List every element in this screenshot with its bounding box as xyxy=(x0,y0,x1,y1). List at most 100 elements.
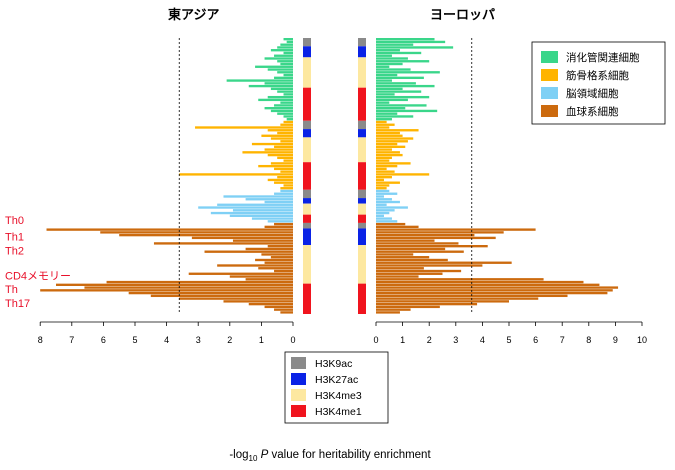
europe-mark-segment xyxy=(358,57,366,88)
east-asia-tick-label: 7 xyxy=(69,335,74,345)
east-asia-x-axis: 8 7 6 5 4 3 2 1 0 xyxy=(38,321,296,345)
europe-bar xyxy=(376,206,408,209)
east-asia-bar xyxy=(274,76,293,79)
europe-bar xyxy=(376,57,408,60)
east-asia-bar xyxy=(255,258,293,262)
east-asia-bar xyxy=(274,222,293,226)
europe-bar xyxy=(376,43,414,46)
cell-type-label: Th xyxy=(5,284,18,296)
east-asia-bar xyxy=(280,62,293,66)
europe-bar xyxy=(376,217,392,220)
east-asia-bar xyxy=(283,115,293,118)
europe-bar xyxy=(376,140,408,143)
mark-legend-swatch xyxy=(291,357,306,369)
east-asia-bar xyxy=(223,195,293,198)
europe-bar xyxy=(376,289,613,292)
europe-title: ヨーロッパ xyxy=(430,8,495,23)
east-asia-bar xyxy=(270,137,293,140)
east-asia-bar xyxy=(150,294,293,298)
europe-bar xyxy=(376,71,440,74)
tissue-legend-swatch xyxy=(541,51,558,63)
east-asia-bar xyxy=(229,275,293,278)
east-asia-bar xyxy=(258,164,293,168)
europe-bar xyxy=(376,142,398,146)
east-asia-bar xyxy=(283,38,293,41)
east-asia-bar xyxy=(179,173,293,176)
east-asia-bar xyxy=(106,280,293,284)
europe-bar xyxy=(376,151,400,154)
east-asia-bar xyxy=(245,247,293,251)
east-asia-bar xyxy=(100,231,294,234)
europe-tick-label: 4 xyxy=(480,335,485,345)
east-asia-mark-segment xyxy=(303,129,311,138)
europe-bar xyxy=(376,148,392,151)
east-asia-bar xyxy=(267,178,293,182)
east-asia-bar xyxy=(286,40,293,44)
europe-bar xyxy=(376,126,390,129)
east-asia-bar xyxy=(283,51,293,55)
europe-bar xyxy=(376,236,496,240)
east-asia-bar xyxy=(277,131,293,135)
europe-tick-label: 9 xyxy=(613,335,618,345)
europe-bar xyxy=(376,101,390,104)
east-asia-bar xyxy=(264,200,293,204)
europe-tick-label: 10 xyxy=(637,335,647,345)
tissue-legend-swatch xyxy=(541,69,558,81)
europe-bar xyxy=(376,278,544,281)
east-asia-tick-label: 8 xyxy=(38,335,43,345)
mark-legend-swatch xyxy=(291,389,306,401)
europe-bar xyxy=(376,272,443,275)
europe-bar xyxy=(376,123,395,126)
europe-bar xyxy=(376,167,387,171)
east-asia-bar xyxy=(267,245,293,248)
east-asia-bar xyxy=(264,107,293,110)
europe-bar xyxy=(376,73,398,77)
east-asia-bar xyxy=(264,57,293,60)
europe-bar xyxy=(376,264,483,267)
europe-bar xyxy=(376,87,403,91)
east-asia-bar xyxy=(283,184,293,187)
east-asia-bar xyxy=(242,151,293,154)
east-asia-bar xyxy=(283,73,293,77)
east-asia-bar xyxy=(255,65,293,68)
europe-mark-segment xyxy=(358,162,366,190)
east-asia-bar xyxy=(283,159,293,162)
mark-legend-label: H3K4me3 xyxy=(315,390,362,402)
east-asia-bar xyxy=(217,203,293,206)
east-asia-bar xyxy=(280,101,293,104)
europe-bar xyxy=(376,245,488,248)
europe-bar xyxy=(376,131,400,135)
east-asia-bar xyxy=(274,104,293,107)
europe-bar xyxy=(376,211,390,215)
europe-bar xyxy=(376,286,619,289)
europe-bar xyxy=(376,209,395,212)
europe-bar xyxy=(376,178,384,182)
europe-bar xyxy=(376,189,390,193)
east-asia-bar xyxy=(277,46,293,49)
east-asia-bar xyxy=(274,269,293,273)
east-asia-mark-segment xyxy=(303,46,311,58)
east-asia-bar xyxy=(248,302,293,306)
europe-mark-segment xyxy=(358,214,366,223)
east-asia-bar xyxy=(274,192,293,195)
europe-bar xyxy=(376,40,446,44)
east-asia-bar xyxy=(283,93,293,96)
europe-bar xyxy=(376,68,411,71)
east-asia-bar xyxy=(270,162,293,165)
east-asia-tick-label: 1 xyxy=(259,335,264,345)
cell-type-label: Th0 xyxy=(5,215,24,227)
east-asia-bar xyxy=(179,297,293,300)
europe-bar xyxy=(376,156,392,160)
east-asia-bar xyxy=(258,267,293,270)
east-asia-bar xyxy=(277,71,293,74)
europe-bar xyxy=(376,46,454,49)
east-asia-bar xyxy=(283,120,293,124)
europe-mark-segment xyxy=(358,222,366,229)
europe-panel xyxy=(376,38,619,314)
east-asia-bar xyxy=(248,84,293,88)
east-asia-mark-segment xyxy=(303,214,311,223)
east-asia-bar xyxy=(264,148,293,151)
europe-bar xyxy=(376,95,430,99)
east-asia-bar xyxy=(270,49,293,52)
europe-bar xyxy=(376,184,390,187)
